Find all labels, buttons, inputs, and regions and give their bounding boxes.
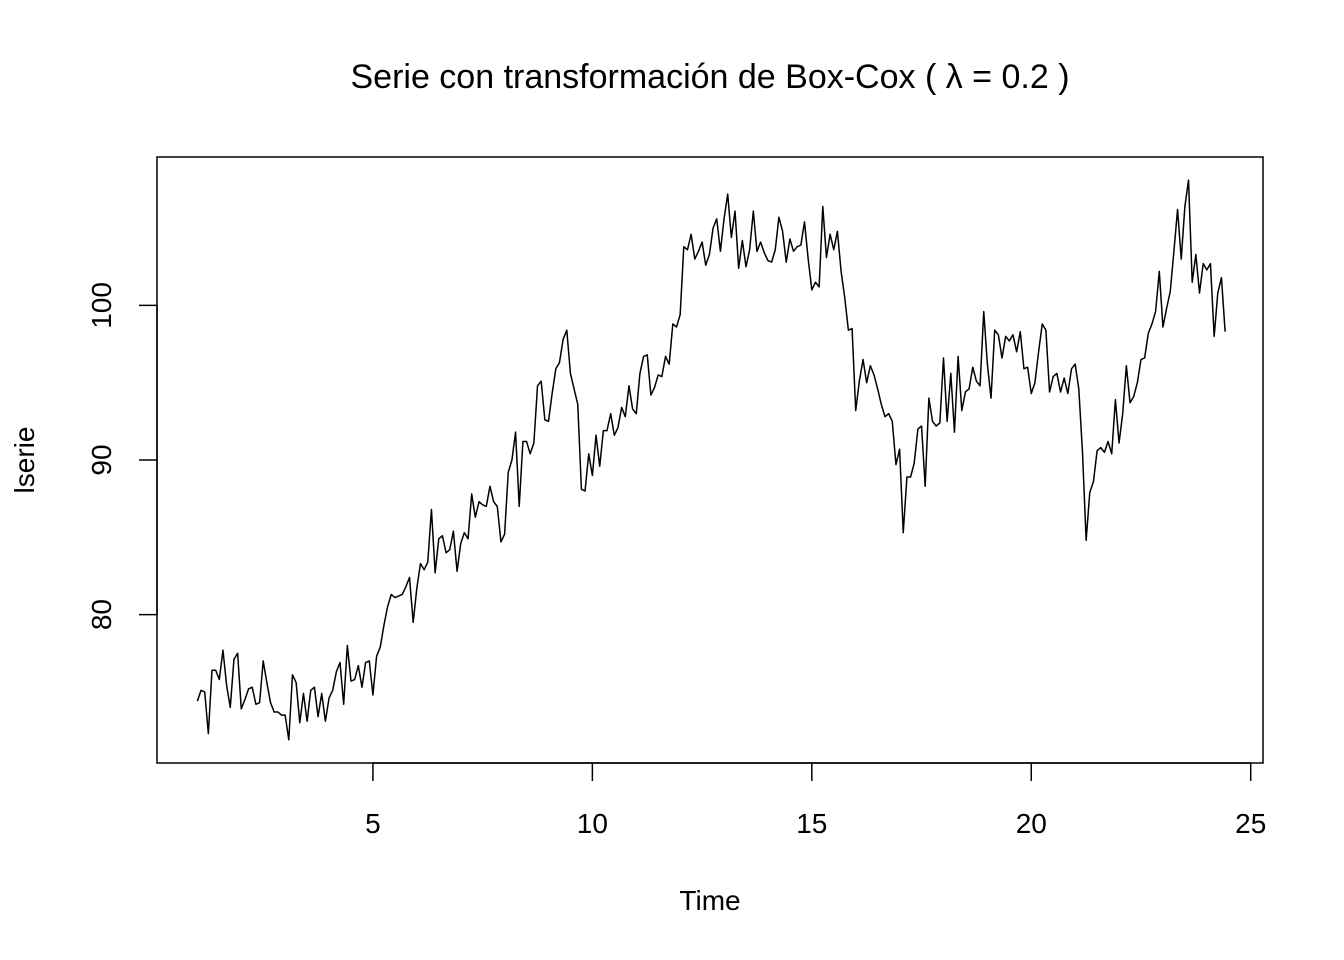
series-line-lserie [196, 179, 1226, 741]
series-layer [196, 179, 1226, 741]
y-tick-label: 80 [86, 599, 117, 630]
x-tick-label: 15 [796, 808, 827, 839]
x-tick-label: 5 [365, 808, 381, 839]
y-axis: 80 90 100 [86, 282, 158, 630]
x-axis-title: Time [679, 885, 740, 916]
y-tick-label: 90 [86, 444, 117, 475]
y-axis-title: lserie [9, 427, 40, 494]
x-tick-label: 25 [1235, 808, 1266, 839]
x-tick-label: 20 [1016, 808, 1047, 839]
x-axis: 5 10 15 20 25 [365, 762, 1266, 839]
chart-title: Serie con transformación de Box-Cox ( λ … [350, 58, 1069, 96]
y-tick-label: 100 [86, 282, 117, 329]
x-tick-label: 10 [577, 808, 608, 839]
